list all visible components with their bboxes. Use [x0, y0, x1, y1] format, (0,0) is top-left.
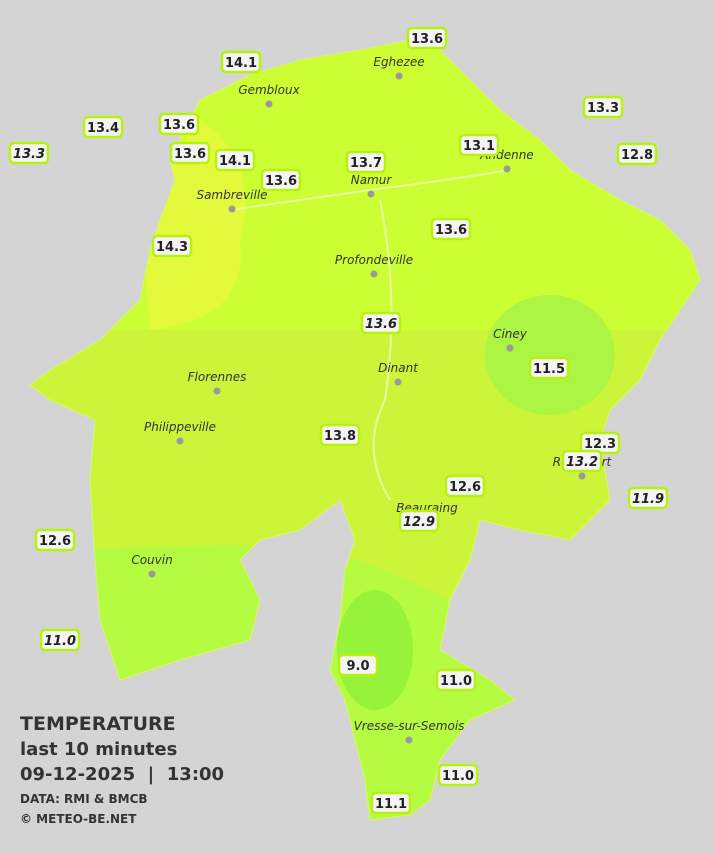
station-value: 13.3: [587, 101, 619, 116]
legend-datetime: 09-12-2025 | 13:00: [20, 764, 224, 785]
town-label: Dinant: [378, 361, 419, 375]
station-value: 11.5: [533, 362, 565, 377]
town-label: Ciney: [493, 327, 528, 341]
legend-period: last 10 minutes: [20, 739, 177, 760]
station-box: [406, 26, 448, 50]
town-dot: [395, 72, 403, 80]
town-dot: [503, 165, 511, 173]
station-value: 14.1: [219, 154, 251, 169]
station-value: 13.7: [350, 156, 382, 171]
station-box: [39, 628, 81, 652]
station-box: [214, 148, 256, 172]
town-dot: [213, 387, 221, 395]
station-value: 13.2: [566, 455, 598, 470]
station-value: 11.1: [375, 797, 407, 812]
station-box: [582, 95, 624, 119]
station-box: [398, 509, 440, 533]
station-box: [158, 112, 200, 136]
station-value: 11.0: [44, 634, 76, 649]
station-box: [561, 449, 603, 473]
station-value: 13.4: [87, 121, 119, 136]
station-box: [337, 653, 379, 677]
town-label: Profondeville: [335, 253, 413, 267]
station-box: [437, 763, 479, 787]
town-dot: [265, 100, 273, 108]
station-value: 13.6: [174, 147, 206, 162]
station-box: [34, 528, 76, 552]
stations: 14.1 13.6 13.4 13.6 13.3 13.3 13.6 14.1 13.1 12.8…: [8, 26, 669, 815]
town-dot: [367, 190, 375, 198]
town-dot: [405, 736, 413, 744]
station-value: 13.6: [365, 317, 397, 332]
station-box: [319, 423, 361, 447]
station-box: [444, 474, 486, 498]
station-box: [627, 486, 669, 510]
town-label: Florennes: [188, 370, 247, 384]
station-value: 13.6: [163, 118, 195, 133]
town-label: Philippeville: [144, 420, 216, 434]
station-value: 11.9: [632, 492, 664, 507]
legend-source: DATA: RMI & BMCB: [20, 792, 148, 806]
station-value: 11.0: [440, 674, 472, 689]
station-value: 12.8: [621, 148, 653, 163]
station-box: [220, 50, 262, 74]
station-value: 13.3: [13, 147, 45, 162]
station-box: [435, 668, 477, 692]
station-value: 13.6: [435, 223, 467, 238]
station-box: [8, 141, 50, 165]
town-label: Eghezee: [373, 55, 424, 69]
town-dot: [176, 437, 184, 445]
station-box: [616, 142, 658, 166]
town-dot: [370, 270, 378, 278]
station-value: 12.6: [39, 534, 71, 549]
station-box: [260, 168, 302, 192]
station-box: [169, 141, 211, 165]
town-dot: [578, 472, 586, 480]
station-value: 13.8: [324, 429, 356, 444]
station-value: 9.0: [346, 659, 369, 674]
station-box: [458, 133, 500, 157]
station-box: [82, 115, 124, 139]
town-label: Couvin: [131, 553, 172, 567]
station-box: [151, 234, 193, 258]
station-value: 14.1: [225, 56, 257, 71]
town-label: Gembloux: [238, 83, 300, 97]
town-dot: [394, 378, 402, 386]
station-value: 12.9: [403, 515, 435, 530]
station-box: [370, 791, 412, 815]
station-value: 13.1: [463, 139, 495, 154]
station-value: 12.3: [584, 437, 616, 452]
station-value: 13.6: [411, 32, 443, 47]
station-box: [430, 217, 472, 241]
town-dot: [228, 205, 236, 213]
border: [29, 39, 701, 821]
town-dot: [148, 570, 156, 578]
station-box: [360, 311, 402, 335]
town-label: Namur: [351, 173, 393, 187]
legend-title: TEMPERATURE: [20, 713, 176, 735]
station-value: 13.6: [265, 174, 297, 189]
station-value: 11.0: [442, 769, 474, 784]
station-box: [528, 356, 570, 380]
legend-copyright: © METEO-BE.NET: [20, 812, 137, 826]
station-value: 12.6: [449, 480, 481, 495]
station-value: 14.3: [156, 240, 188, 255]
town-label: Vresse-sur-Semois: [354, 719, 465, 733]
town-label: Sambreville: [196, 188, 267, 202]
station-box: [345, 150, 387, 174]
towns: EghezeeGemblouxAndenneNamurSambrevillePr…: [131, 55, 613, 744]
legend: TEMPERATURE last 10 minutes 09-12-2025 |…: [20, 713, 224, 826]
town-dot: [506, 344, 514, 352]
